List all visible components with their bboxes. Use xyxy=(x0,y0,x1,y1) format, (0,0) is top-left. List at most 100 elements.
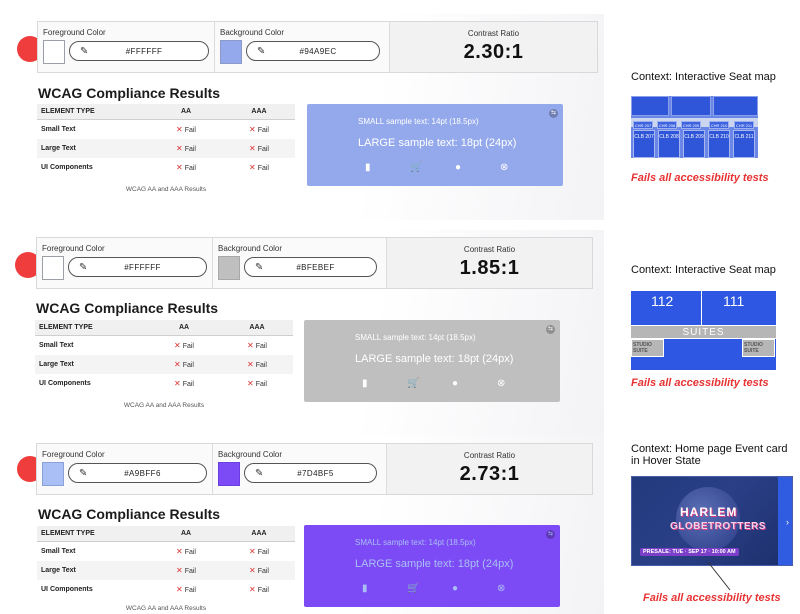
x-icon: ✕ xyxy=(176,144,183,153)
event-card[interactable]: HARLEM GLOBETROTTERS PRESALE: TUE · SEP … xyxy=(631,476,793,566)
seat-block[interactable]: CLB 210 xyxy=(708,130,730,158)
contrast-panel: Contrast Ratio 2.73:1 xyxy=(387,444,592,494)
sample-large-text: LARGE sample text: 18pt (24px) xyxy=(355,558,514,570)
table-caption: WCAG AA and AAA Results xyxy=(125,605,207,612)
play-icon: ● xyxy=(455,162,462,173)
foreground-hex-value: #FFFFFF xyxy=(125,46,163,56)
seat-block[interactable]: CLB 209 xyxy=(683,130,705,158)
color-bar-1: Foreground Color ✎ #FFFFFF Background Co… xyxy=(37,21,598,73)
color-bar-2: Foreground Color ✎ #FFFFFF Background Co… xyxy=(36,237,593,289)
row-label: Large Text xyxy=(41,567,76,574)
fail-text: Fail xyxy=(182,381,194,388)
context-3-title: Context: Home page Event card in Hover S… xyxy=(631,443,788,467)
presale-badge: PRESALE: TUE · SEP 17 · 10:00 AM xyxy=(640,548,739,556)
event-logo-bottom: GLOBETROTTERS xyxy=(670,521,766,532)
x-icon: ✕ xyxy=(176,566,183,575)
eyedropper-icon[interactable]: ✎ xyxy=(79,262,88,273)
fail-text: Fail xyxy=(257,587,269,594)
row-label: Small Text xyxy=(39,342,74,349)
col-aa: AA xyxy=(178,324,190,331)
foreground-swatch[interactable] xyxy=(43,40,65,64)
foreground-hex-input[interactable]: ✎ #FFFFFF xyxy=(69,41,209,61)
contrast-panel: Contrast Ratio 2.30:1 xyxy=(390,22,597,72)
x-icon: ✕ xyxy=(176,547,183,556)
wcag-title: WCAG Compliance Results xyxy=(38,506,221,522)
contrast-ratio: 1.85:1 xyxy=(459,257,520,279)
background-label: Background Color xyxy=(218,244,283,253)
cart-icon: 🛒 xyxy=(407,583,420,594)
close-circle-icon: ⊗ xyxy=(500,162,509,173)
chevron-right-icon[interactable]: › xyxy=(786,517,789,527)
table-caption: WCAG AA and AAA Results xyxy=(125,186,207,193)
x-icon: ✕ xyxy=(174,379,181,388)
eyedropper-icon[interactable]: ✎ xyxy=(255,468,264,479)
foreground-hex-input[interactable]: ✎ #FFFFFF xyxy=(68,257,207,277)
foreground-hex-input[interactable]: ✎ #A9BFF6 xyxy=(68,463,207,483)
background-swatch[interactable] xyxy=(220,40,242,64)
table-header: ELEMENT TYPE AA AAA xyxy=(37,526,295,542)
x-icon: ✕ xyxy=(249,566,256,575)
fail-text: Fail xyxy=(184,549,196,556)
pointer-line xyxy=(707,561,731,591)
table-caption: WCAG AA and AAA Results xyxy=(123,402,205,409)
col-aa: AA xyxy=(180,530,192,537)
foreground-label: Foreground Color xyxy=(42,244,105,253)
seat-block[interactable]: CLB 211 xyxy=(733,130,755,158)
eyedropper-icon[interactable]: ✎ xyxy=(257,46,266,57)
sample-small-text: SMALL sample text: 14pt (18.5px) xyxy=(355,538,476,547)
fail-text: Fail xyxy=(255,362,267,369)
card-side-panel[interactable] xyxy=(778,477,792,565)
sample-preview-2: ⇆ SMALL sample text: 14pt (18.5px) LARGE… xyxy=(304,320,560,402)
contrast-label: Contrast Ratio xyxy=(463,451,516,460)
table-row: Large Text ✕ Fail ✕ Fail xyxy=(35,355,293,374)
results-table-2: ELEMENT TYPE AA AAA Small Text ✕ Fail ✕ Fa… xyxy=(35,320,293,393)
sample-icons: ▮ 🛒 ● ⊗ xyxy=(362,583,542,595)
x-icon: ✕ xyxy=(176,125,183,134)
swap-icon[interactable]: ⇆ xyxy=(546,325,555,334)
eyedropper-icon[interactable]: ✎ xyxy=(255,262,264,273)
swap-icon[interactable]: ⇆ xyxy=(546,530,555,539)
swap-icon[interactable]: ⇆ xyxy=(549,109,558,118)
background-panel: Background Color ✎ #94A9EC xyxy=(215,22,390,72)
fail-text: Fail xyxy=(255,343,267,350)
eyedropper-icon[interactable]: ✎ xyxy=(80,46,89,57)
color-bar-3: Foreground Color ✎ #A9BFF6 Background Co… xyxy=(36,443,593,495)
table-row: Large Text ✕ Fail ✕ Fail xyxy=(37,139,295,158)
section-number[interactable]: 111 xyxy=(723,293,745,309)
sample-small-text: SMALL sample text: 14pt (18.5px) xyxy=(358,117,479,126)
x-icon: ✕ xyxy=(249,125,256,134)
foreground-swatch[interactable] xyxy=(42,256,64,280)
seat-map-2: 112 111 SUITES STUDIO SUITE STUDIO SUITE xyxy=(631,291,776,370)
fail-text: Fail xyxy=(184,568,196,575)
contrast-ratio: 2.73:1 xyxy=(459,463,520,485)
table-row: UI Components ✕ Fail ✕ Fail xyxy=(37,158,295,177)
row-label: Small Text xyxy=(41,126,76,133)
seat-map-1: CHR 207 CHR 208 CHR 209 CHR 210 CHR 211 … xyxy=(631,96,758,158)
seat-block[interactable]: CLB 208 xyxy=(658,130,680,158)
sample-small-text: SMALL sample text: 14pt (18.5px) xyxy=(355,333,476,342)
row-label: UI Components xyxy=(41,164,93,171)
background-hex-input[interactable]: ✎ #7D4BF5 xyxy=(244,463,377,483)
fail-text: Fail xyxy=(184,165,196,172)
context-fail-text: Fails all accessibility tests xyxy=(631,172,769,184)
background-label: Background Color xyxy=(218,450,283,459)
seat-block[interactable]: CLB 207 xyxy=(633,130,655,158)
sample-preview-1: ⇆ SMALL sample text: 14pt (18.5px) LARGE… xyxy=(307,104,563,186)
row-label: Large Text xyxy=(41,145,76,152)
row-label: Small Text xyxy=(41,548,76,555)
results-table-3: ELEMENT TYPE AA AAA Small Text ✕ Fail ✕ Fa… xyxy=(37,526,295,599)
globe-graphic xyxy=(676,487,740,551)
background-hex-input[interactable]: ✎ #94A9EC xyxy=(246,41,380,61)
background-swatch[interactable] xyxy=(218,256,240,280)
close-circle-icon: ⊗ xyxy=(497,378,506,389)
cart-icon: 🛒 xyxy=(407,378,420,389)
suites-label: SUITES xyxy=(631,325,776,339)
fail-text: Fail xyxy=(184,127,196,134)
section-number[interactable]: 112 xyxy=(651,293,674,309)
seat-row-label: CHR 211 xyxy=(734,121,754,129)
foreground-swatch[interactable] xyxy=(42,462,64,486)
background-hex-input[interactable]: ✎ #BFEBEF xyxy=(244,257,377,277)
eyedropper-icon[interactable]: ✎ xyxy=(79,468,88,479)
fail-text: Fail xyxy=(184,146,196,153)
background-swatch[interactable] xyxy=(218,462,240,486)
